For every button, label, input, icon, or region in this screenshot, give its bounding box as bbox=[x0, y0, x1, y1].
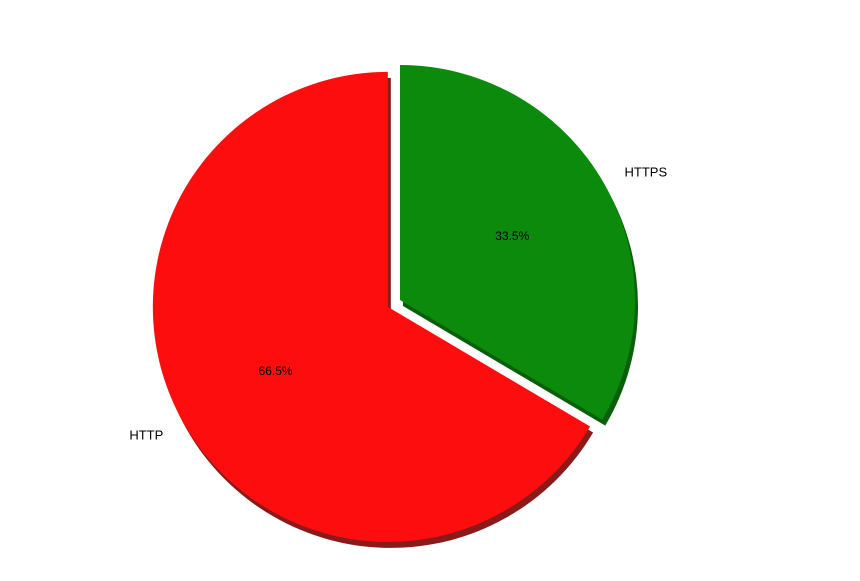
pie-chart-container: 33.5% HTTPS 66.5% HTTP bbox=[0, 0, 860, 581]
pie-slice-pct-label: 66.5% bbox=[259, 364, 293, 378]
pie-chart-svg bbox=[0, 0, 860, 581]
pie-slice-name-label: HTTPS bbox=[625, 164, 668, 179]
pie-slice-name-label: HTTP bbox=[129, 428, 163, 443]
pie-slice-pct-label: 33.5% bbox=[495, 229, 529, 243]
